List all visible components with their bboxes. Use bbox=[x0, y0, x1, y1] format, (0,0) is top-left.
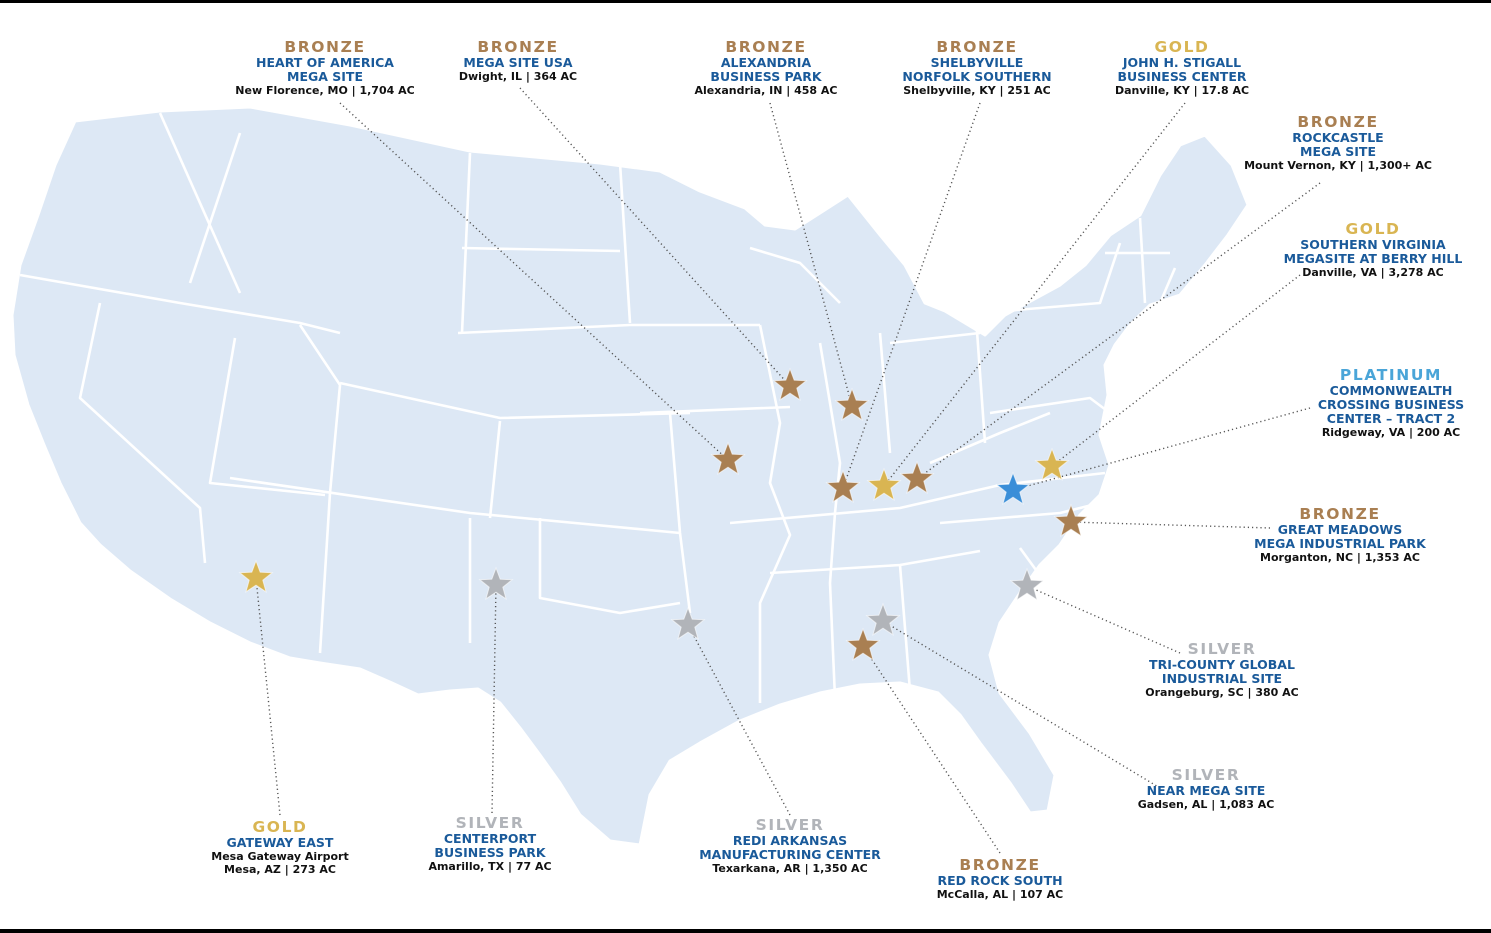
site-star-icon-stigall[interactable] bbox=[866, 467, 902, 501]
site-tier: SILVER bbox=[755, 816, 825, 834]
us-outline bbox=[10, 105, 1250, 847]
site-label-southern-virginia[interactable]: GOLD SOUTHERN VIRGINIA MEGASITE AT BERRY … bbox=[1193, 220, 1491, 280]
site-name: TRI-COUNTY GLOBAL INDUSTRIAL SITE bbox=[1149, 657, 1295, 687]
site-star-icon-mega-site-usa[interactable] bbox=[772, 367, 808, 401]
site-location: McCalla, AL | 107 AC bbox=[936, 888, 1064, 902]
site-star-icon-alexandria[interactable] bbox=[834, 387, 870, 421]
site-location: Amarillo, TX | 77 AC bbox=[428, 860, 552, 874]
site-label-stigall[interactable]: GOLD JOHN H. STIGALL BUSINESS CENTER Danvi… bbox=[1002, 38, 1362, 98]
site-name: GATEWAY EAST bbox=[226, 835, 334, 851]
site-label-red-rock[interactable]: BRONZE RED ROCK SOUTH McCalla, AL | 107 AC bbox=[820, 856, 1180, 902]
site-tier: PLATINUM bbox=[1339, 366, 1443, 384]
site-label-alexandria[interactable]: BRONZE ALEXANDRIA BUSINESS PARK Alexandria… bbox=[586, 38, 946, 98]
leader-line-southern-virginia bbox=[1051, 274, 1301, 467]
site-name: HEART OF AMERICA MEGA SITE bbox=[256, 55, 394, 85]
site-tier: BRONZE bbox=[725, 38, 807, 56]
site-star-icon-shelbyville[interactable] bbox=[825, 469, 861, 503]
site-label-shelbyville[interactable]: BRONZE SHELBYVILLE NORFOLK SOUTHERN Shelby… bbox=[797, 38, 1157, 98]
site-tier: GOLD bbox=[1154, 38, 1210, 56]
site-name: JOHN H. STIGALL BUSINESS CENTER bbox=[1117, 55, 1247, 85]
site-tier: SILVER bbox=[455, 814, 525, 832]
site-star-icon-centerport[interactable] bbox=[478, 566, 514, 600]
us-map bbox=[10, 87, 1321, 854]
leader-line-tri-county bbox=[1026, 585, 1181, 654]
site-label-redi-arkansas[interactable]: SILVER REDI ARKANSAS MANUFACTURING CENTER… bbox=[610, 816, 970, 876]
site-name: REDI ARKANSAS MANUFACTURING CENTER bbox=[699, 833, 881, 863]
site-star-icon-heart-of-america[interactable] bbox=[710, 441, 746, 475]
site-tier: BRONZE bbox=[284, 38, 366, 56]
leader-line-rockcastle bbox=[916, 182, 1321, 480]
site-location: Morganton, NC | 1,353 AC bbox=[1260, 551, 1420, 565]
site-tier: GOLD bbox=[252, 818, 308, 836]
site-name: COMMONWEALTH CROSSING BUSINESS CENTER – … bbox=[1317, 383, 1465, 427]
site-name: GREAT MEADOWS MEGA INDUSTRIAL PARK bbox=[1254, 522, 1426, 552]
site-location: New Florence, MO | 1,704 AC bbox=[235, 84, 415, 98]
site-name: SHELBYVILLE NORFOLK SOUTHERN bbox=[902, 55, 1052, 85]
leader-line-near-mega bbox=[882, 620, 1161, 789]
leader-line-gateway-east bbox=[255, 577, 281, 816]
site-tier: SILVER bbox=[1187, 640, 1257, 658]
site-tier: BRONZE bbox=[1297, 113, 1379, 131]
site-location: Mesa Gateway Airport Mesa, AZ | 273 AC bbox=[211, 850, 349, 876]
site-tier: GOLD bbox=[1345, 220, 1401, 238]
site-location: Alexandria, IN | 458 AC bbox=[694, 84, 838, 98]
site-tier: BRONZE bbox=[1299, 505, 1381, 523]
state-borders bbox=[19, 112, 1177, 703]
site-location: Shelbyville, KY | 251 AC bbox=[903, 84, 1051, 98]
site-label-rockcastle[interactable]: BRONZE ROCKCASTLE MEGA SITE Mount Vernon, … bbox=[1158, 113, 1491, 173]
map-canvas: BRONZE HEART OF AMERICA MEGA SITE New Flor… bbox=[0, 3, 1491, 929]
us-landmass bbox=[10, 105, 1250, 847]
leader-line-centerport bbox=[491, 584, 497, 814]
leader-line-commonwealth bbox=[1012, 407, 1311, 491]
site-star-icon-red-rock[interactable] bbox=[845, 627, 881, 661]
site-label-great-meadows[interactable]: BRONZE GREAT MEADOWS MEGA INDUSTRIAL PARK… bbox=[1160, 505, 1491, 565]
site-star-icon-rockcastle[interactable] bbox=[899, 460, 935, 494]
site-location: Danville, VA | 3,278 AC bbox=[1302, 266, 1444, 280]
site-star-icon-near-mega[interactable] bbox=[865, 602, 901, 636]
site-star-icon-gateway-east[interactable] bbox=[238, 559, 274, 593]
leader-lines bbox=[255, 87, 1321, 854]
site-location: Gadsen, AL | 1,083 AC bbox=[1137, 798, 1275, 812]
site-name: RED ROCK SOUTH bbox=[937, 873, 1063, 889]
site-star-icon-commonwealth[interactable] bbox=[995, 471, 1031, 505]
site-label-tri-county[interactable]: SILVER TRI-COUNTY GLOBAL INDUSTRIAL SITE O… bbox=[1042, 640, 1402, 700]
site-label-near-mega[interactable]: SILVER NEAR MEGA SITE Gadsen, AL | 1,083 A… bbox=[1026, 766, 1386, 812]
site-star-icon-great-meadows[interactable] bbox=[1053, 503, 1089, 537]
site-location: Dwight, IL | 364 AC bbox=[458, 70, 578, 84]
site-name: CENTERPORT BUSINESS PARK bbox=[434, 831, 546, 861]
site-label-centerport[interactable]: SILVER CENTERPORT BUSINESS PARK Amarillo, … bbox=[310, 814, 670, 874]
site-label-mega-site-usa[interactable]: BRONZE MEGA SITE USA Dwight, IL | 364 AC bbox=[338, 38, 698, 84]
site-name: ALEXANDRIA BUSINESS PARK bbox=[710, 55, 822, 85]
site-label-commonwealth[interactable]: PLATINUM COMMONWEALTH CROSSING BUSINESS C… bbox=[1211, 366, 1491, 440]
site-tier: BRONZE bbox=[959, 856, 1041, 874]
site-stars bbox=[238, 367, 1089, 661]
site-star-icon-southern-virginia[interactable] bbox=[1034, 447, 1070, 481]
site-name: MEGA SITE USA bbox=[463, 55, 573, 71]
site-name: NEAR MEGA SITE bbox=[1146, 783, 1266, 799]
site-location: Texarkana, AR | 1,350 AC bbox=[712, 862, 868, 876]
site-location: Orangeburg, SC | 380 AC bbox=[1145, 686, 1299, 700]
site-tier: BRONZE bbox=[477, 38, 559, 56]
leader-line-red-rock bbox=[862, 645, 1001, 854]
site-location: Mount Vernon, KY | 1,300+ AC bbox=[1244, 159, 1432, 173]
site-tier: BRONZE bbox=[936, 38, 1018, 56]
site-star-icon-redi-arkansas[interactable] bbox=[670, 606, 706, 640]
site-star-icon-tri-county[interactable] bbox=[1009, 567, 1045, 601]
site-location: Danville, KY | 17.8 AC bbox=[1114, 84, 1250, 98]
site-name: ROCKCASTLE MEGA SITE bbox=[1292, 130, 1384, 160]
leader-line-shelbyville bbox=[842, 102, 981, 489]
site-location: Ridgeway, VA | 200 AC bbox=[1321, 426, 1461, 440]
site-tier: SILVER bbox=[1171, 766, 1241, 784]
leader-line-alexandria bbox=[769, 102, 853, 407]
site-label-gateway-east[interactable]: GOLD GATEWAY EAST Mesa Gateway Airport Mes… bbox=[100, 818, 460, 876]
site-name: SOUTHERN VIRGINIA MEGASITE AT BERRY HILL bbox=[1283, 237, 1463, 267]
site-label-heart-of-america[interactable]: BRONZE HEART OF AMERICA MEGA SITE New Flor… bbox=[145, 38, 505, 98]
